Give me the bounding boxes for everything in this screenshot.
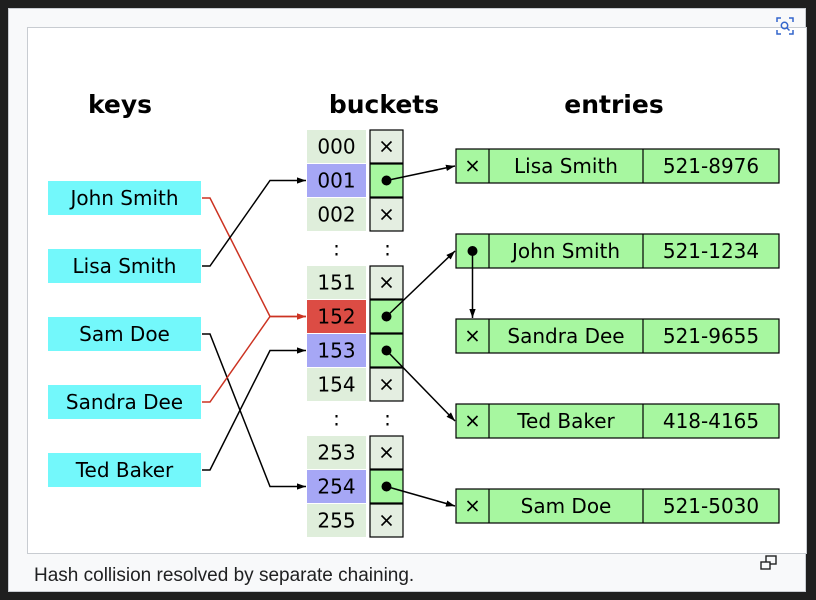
buckets-header: buckets: [329, 90, 439, 119]
entry-phone: 521-8976: [663, 154, 759, 178]
key-box: [48, 385, 201, 419]
key-label: Sandra Dee: [66, 390, 183, 414]
image-search-icon[interactable]: [776, 17, 794, 35]
bucket-index-label: 000: [317, 135, 355, 159]
key-link: [202, 177, 306, 267]
bucket-index-label: 154: [317, 373, 355, 397]
null-mark-icon: [380, 446, 393, 459]
collision-link: [202, 313, 306, 403]
key-box: [48, 181, 201, 215]
bucket-index-label: 253: [317, 441, 355, 465]
null-mark-icon: [466, 330, 479, 342]
key-label: Lisa Smith: [73, 254, 177, 278]
entry-phone: 521-1234: [663, 239, 759, 263]
null-mark-icon: [380, 208, 393, 221]
entry-box: [455, 403, 780, 439]
pointer-arrows: [385, 164, 476, 507]
entries-header: entries: [564, 90, 663, 119]
keys-header: keys: [88, 90, 152, 119]
collision-link: [202, 197, 306, 320]
entry-phone: 521-9655: [663, 324, 759, 348]
entry-box: [455, 233, 780, 269]
null-mark-icon: [380, 378, 393, 391]
pointer-ellipsis: :: [384, 237, 391, 261]
bucket-index-cell: [307, 198, 366, 231]
entry-name: Sandra Dee: [507, 324, 624, 348]
bucket-pointer-arrow: [385, 250, 456, 318]
figure-frame: keys buckets entries John Smith Lisa Smit…: [8, 8, 807, 592]
entries-column: Lisa Smith 521-8976 John Smith 521-1234 Sand…: [455, 148, 780, 524]
bucket-index-cell: [307, 300, 366, 333]
entry-name: John Smith: [510, 239, 620, 263]
bucket-index-cell: [307, 130, 366, 163]
entry-record: John Smith 521-1234: [455, 233, 780, 269]
entry-name: Ted Baker: [516, 409, 615, 433]
figure-image: keys buckets entries John Smith Lisa Smit…: [27, 27, 807, 554]
key-link: [202, 333, 306, 490]
pointer-ellipsis: :: [384, 407, 391, 431]
entry-box: [455, 148, 780, 184]
entry-phone: 418-4165: [663, 409, 759, 433]
keys-column: John Smith Lisa Smith Sam Doe Sandra Dee Ted…: [48, 181, 201, 487]
bucket-pointer-arrow: [386, 164, 456, 182]
figure-caption: Hash collision resolved by separate chai…: [34, 565, 415, 586]
bucket-index-cell: [307, 504, 366, 537]
entry-box: [455, 488, 780, 524]
bucket-index-label: 152: [317, 305, 355, 329]
bucket-index-label: 255: [317, 509, 355, 533]
bucket-index-label: 153: [317, 339, 355, 363]
bucket-ellipsis: :: [333, 407, 340, 431]
key-label: Ted Baker: [75, 458, 174, 482]
null-mark-icon: [380, 514, 393, 527]
null-mark-icon: [380, 140, 393, 153]
key-box: [48, 453, 201, 487]
null-mark-icon: [466, 415, 479, 427]
entry-record: Ted Baker 418-4165: [455, 403, 780, 439]
entry-phone: 521-5030: [663, 494, 759, 518]
null-mark-icon: [466, 160, 479, 172]
bucket-index-cell: [307, 266, 366, 299]
key-to-bucket-links: [202, 177, 306, 490]
entry-record: Lisa Smith 521-8976: [455, 148, 780, 184]
entry-name: Lisa Smith: [514, 154, 618, 178]
bucket-index-label: 254: [317, 475, 355, 499]
bucket-ellipsis: :: [333, 237, 340, 261]
entry-record: Sandra Dee 521-9655: [455, 318, 780, 354]
key-box: [48, 317, 201, 351]
null-mark-icon: [466, 500, 479, 512]
key-label: John Smith: [68, 186, 178, 210]
bucket-index-cell: [307, 334, 366, 367]
bucket-index-cell: [307, 436, 366, 469]
entry-record: Sam Doe 521-5030: [455, 488, 780, 524]
key-link: [202, 347, 306, 471]
key-label: Sam Doe: [79, 322, 170, 346]
key-box: [48, 249, 201, 283]
bucket-index-label: 151: [317, 271, 355, 295]
bucket-index-label: 001: [317, 169, 355, 193]
bucket-pointer-arrow: [385, 349, 456, 422]
entry-name: Sam Doe: [521, 494, 612, 518]
bucket-index-cell: [307, 164, 366, 197]
entry-box: [455, 318, 780, 354]
bucket-pointer-arrow: [386, 485, 456, 507]
null-mark-icon: [380, 276, 393, 289]
bucket-index-cell: [307, 470, 366, 503]
bucket-index-cell: [307, 368, 366, 401]
bucket-index-label: 002: [317, 203, 355, 227]
enlarge-icon[interactable]: [760, 555, 778, 571]
